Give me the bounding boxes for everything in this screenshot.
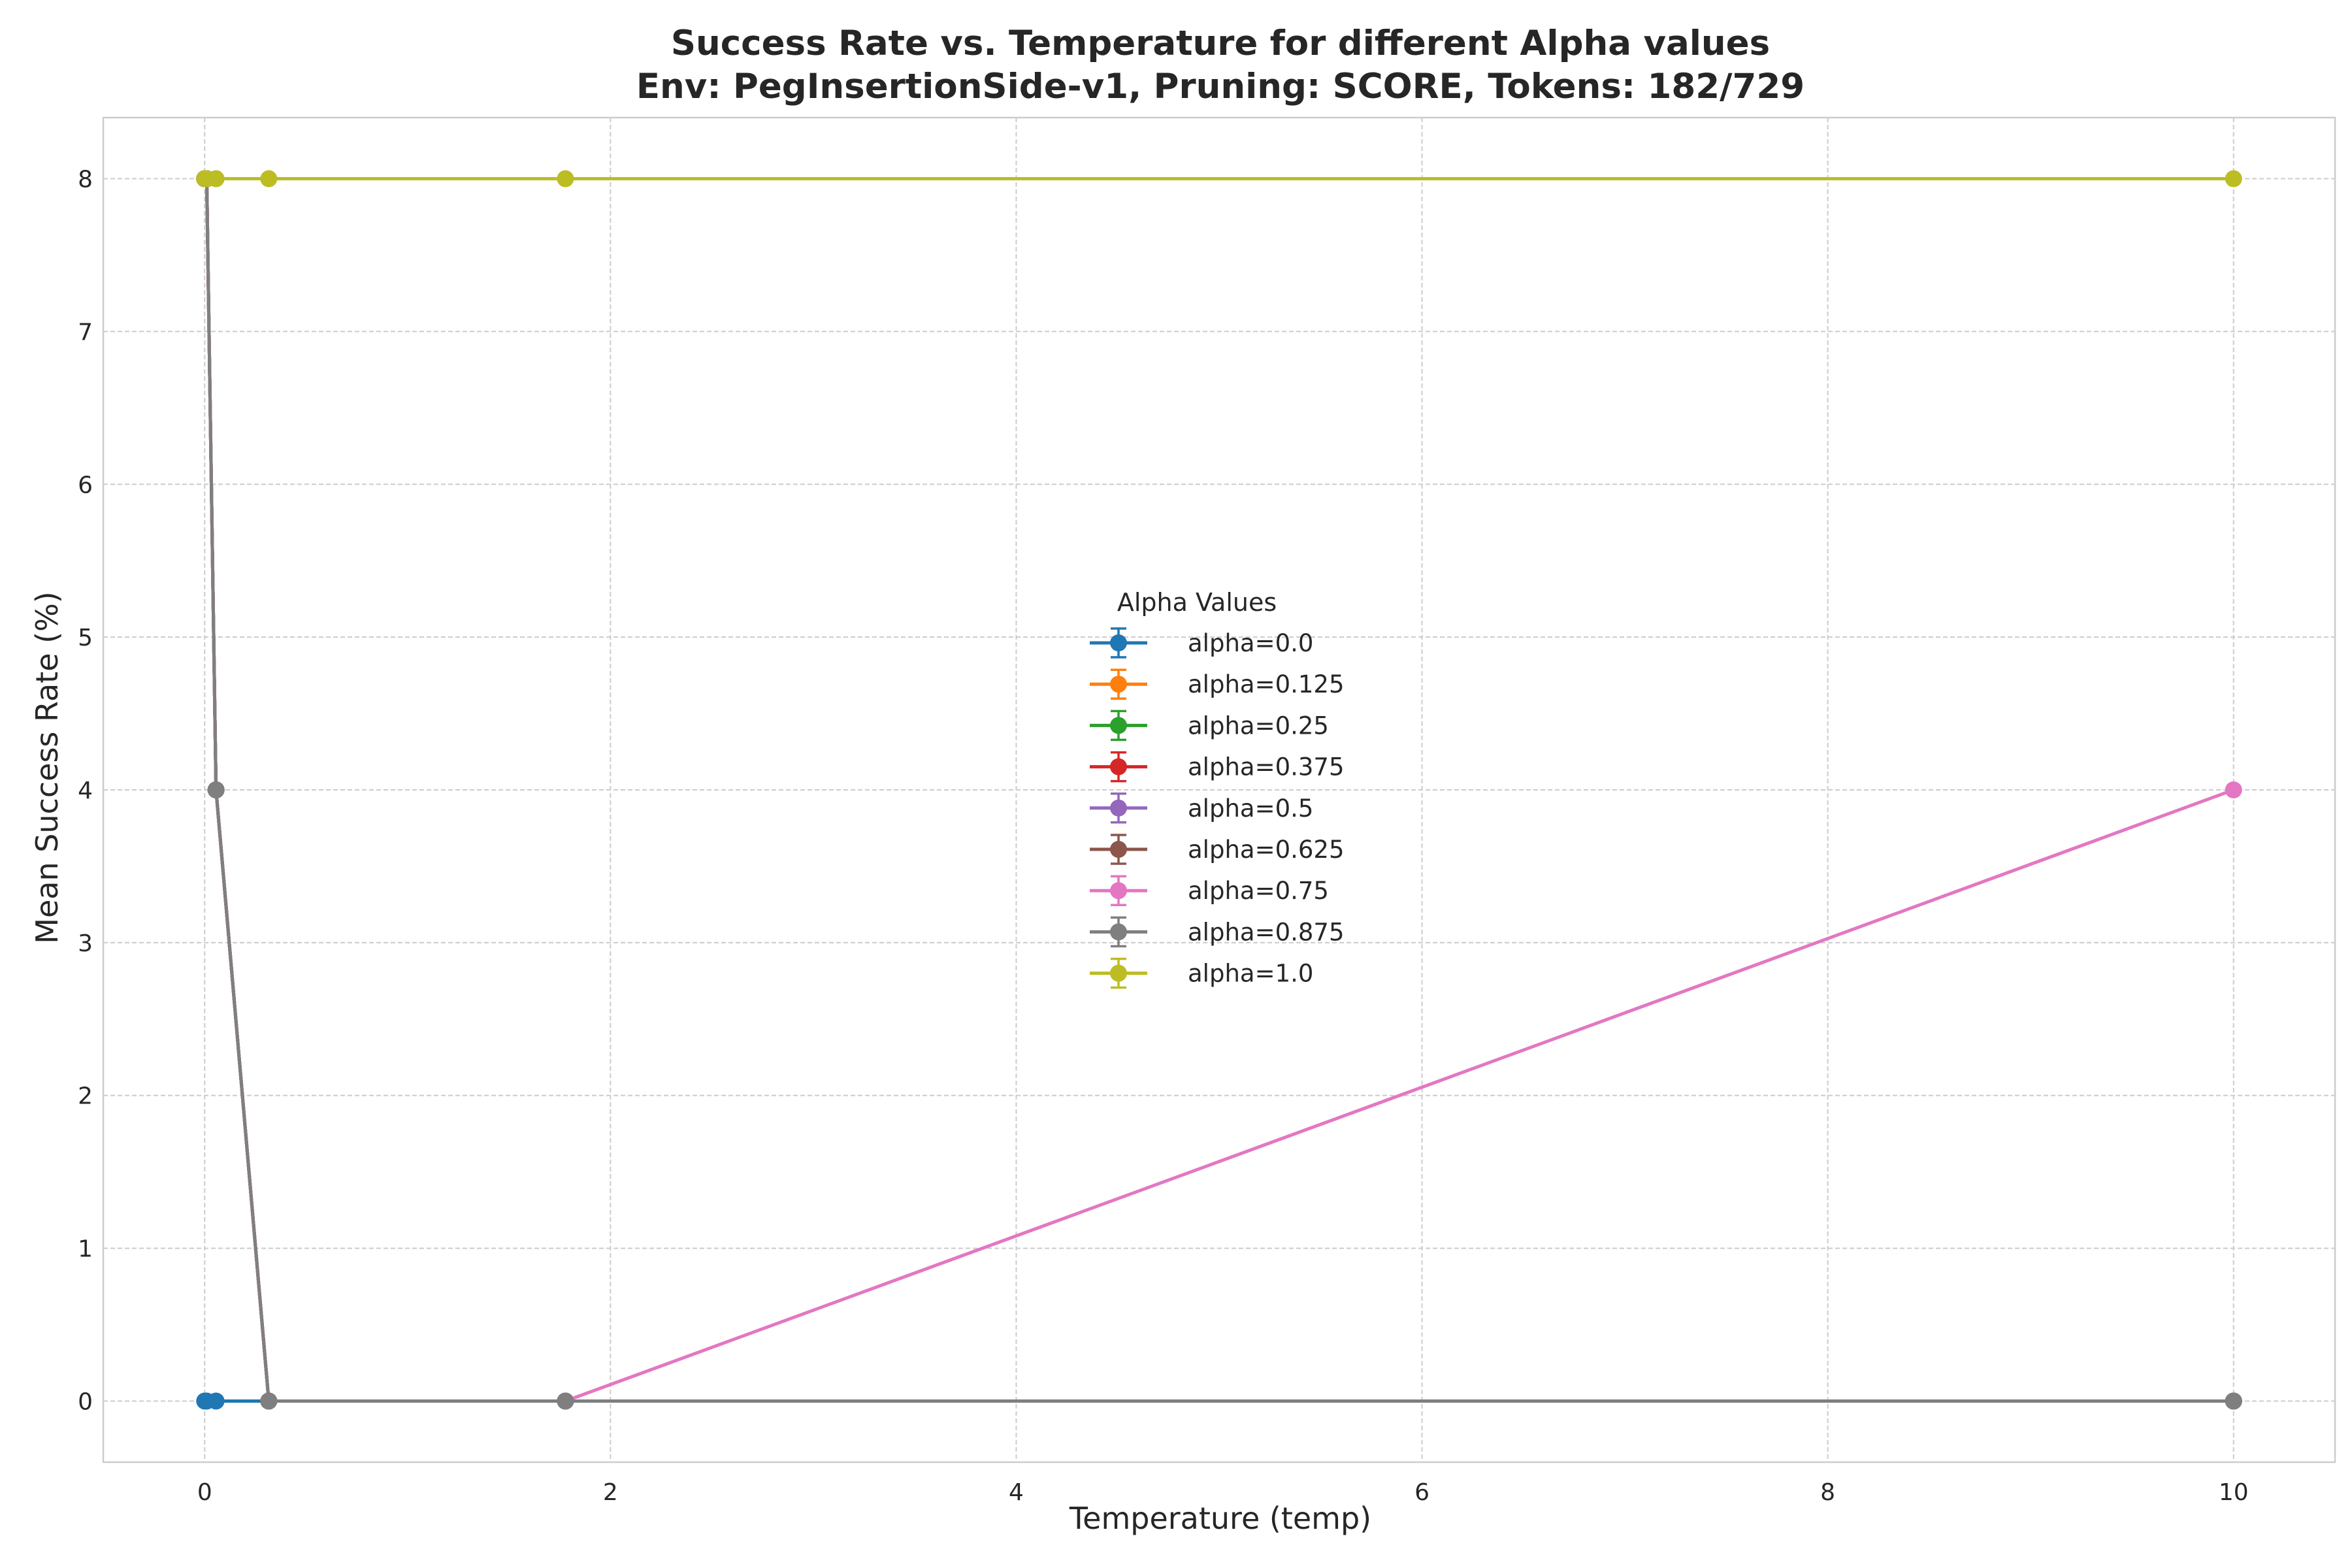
data-point	[260, 1392, 278, 1410]
legend-label: alpha=0.5	[1188, 794, 1313, 823]
legend-marker	[1110, 758, 1127, 776]
y-tick-label: 5	[78, 625, 93, 651]
x-tick-label: 6	[1414, 1479, 1429, 1506]
y-tick-label: 7	[78, 319, 93, 346]
data-point	[207, 1392, 225, 1410]
y-tick-label: 2	[78, 1083, 93, 1110]
legend-entry: alpha=0.375	[1090, 751, 1345, 783]
y-tick-label: 6	[78, 472, 93, 498]
x-tick-label: 8	[1820, 1479, 1835, 1506]
legend-entry: alpha=0.25	[1090, 710, 1329, 742]
legend-marker	[1110, 841, 1127, 858]
legend-entry: alpha=0.875	[1090, 916, 1345, 948]
y-tick-label: 8	[78, 167, 93, 193]
legend-label: alpha=0.0	[1188, 629, 1313, 657]
chart-subtitle: Env: PegInsertionSide-v1, Pruning: SCORE…	[636, 67, 1805, 106]
legend: Alpha Values alpha=0.0 alpha=0.125 alpha=0…	[1090, 588, 1345, 989]
legend-label: alpha=0.875	[1188, 918, 1345, 946]
x-tick-label: 0	[197, 1479, 212, 1506]
series-layer	[196, 170, 2242, 1410]
chart-title: Success Rate vs. Temperature for differe…	[671, 24, 1770, 63]
legend-label: alpha=0.125	[1188, 670, 1345, 698]
data-point	[557, 170, 574, 188]
legend-marker	[1110, 676, 1127, 693]
y-tick-label: 0	[78, 1388, 93, 1415]
legend-entry: alpha=0.625	[1090, 834, 1345, 865]
x-axis-label: Temperature (temp)	[1069, 1501, 1371, 1536]
legend-entry: alpha=0.125	[1090, 668, 1345, 700]
legend-label: alpha=0.25	[1188, 711, 1329, 740]
plot-area-frame	[102, 116, 2336, 1463]
legend-entry: alpha=0.5	[1090, 792, 1313, 824]
data-point	[557, 1392, 574, 1410]
data-point	[207, 170, 225, 188]
legend-label: alpha=0.375	[1188, 753, 1345, 781]
legend-marker	[1110, 634, 1127, 651]
y-axis-label: Mean Success Rate (%)	[29, 591, 65, 943]
x-axis-ticks: 0 2 4 6 8 10	[197, 1479, 2249, 1506]
y-tick-label: 3	[78, 930, 93, 957]
data-point	[207, 781, 225, 798]
x-tick-label: 2	[603, 1479, 618, 1506]
x-tick-label: 4	[1009, 1479, 1024, 1506]
legend-label: alpha=1.0	[1188, 960, 1313, 988]
legend-marker	[1110, 799, 1127, 817]
x-tick-label: 10	[2219, 1479, 2249, 1506]
y-tick-label: 4	[78, 777, 93, 804]
series-alpha=1.0	[196, 170, 2242, 188]
y-axis-ticks: 0 1 2 3 4 5 6 7 8	[78, 167, 93, 1416]
data-point	[2225, 781, 2242, 798]
legend-marker	[1110, 964, 1127, 982]
legend-entry: alpha=0.0	[1090, 627, 1313, 659]
legend-marker	[1110, 882, 1127, 900]
legend-label: alpha=0.625	[1188, 836, 1345, 864]
legend-marker	[1110, 717, 1127, 734]
legend-entry: alpha=1.0	[1090, 957, 1313, 989]
legend-marker	[1110, 923, 1127, 941]
data-point	[2225, 1392, 2242, 1410]
data-point	[260, 170, 278, 188]
y-tick-label: 1	[78, 1236, 93, 1263]
legend-entry: alpha=0.75	[1090, 875, 1329, 906]
data-point	[2225, 170, 2242, 188]
legend-title: Alpha Values	[1117, 588, 1277, 617]
legend-label: alpha=0.75	[1188, 877, 1329, 905]
